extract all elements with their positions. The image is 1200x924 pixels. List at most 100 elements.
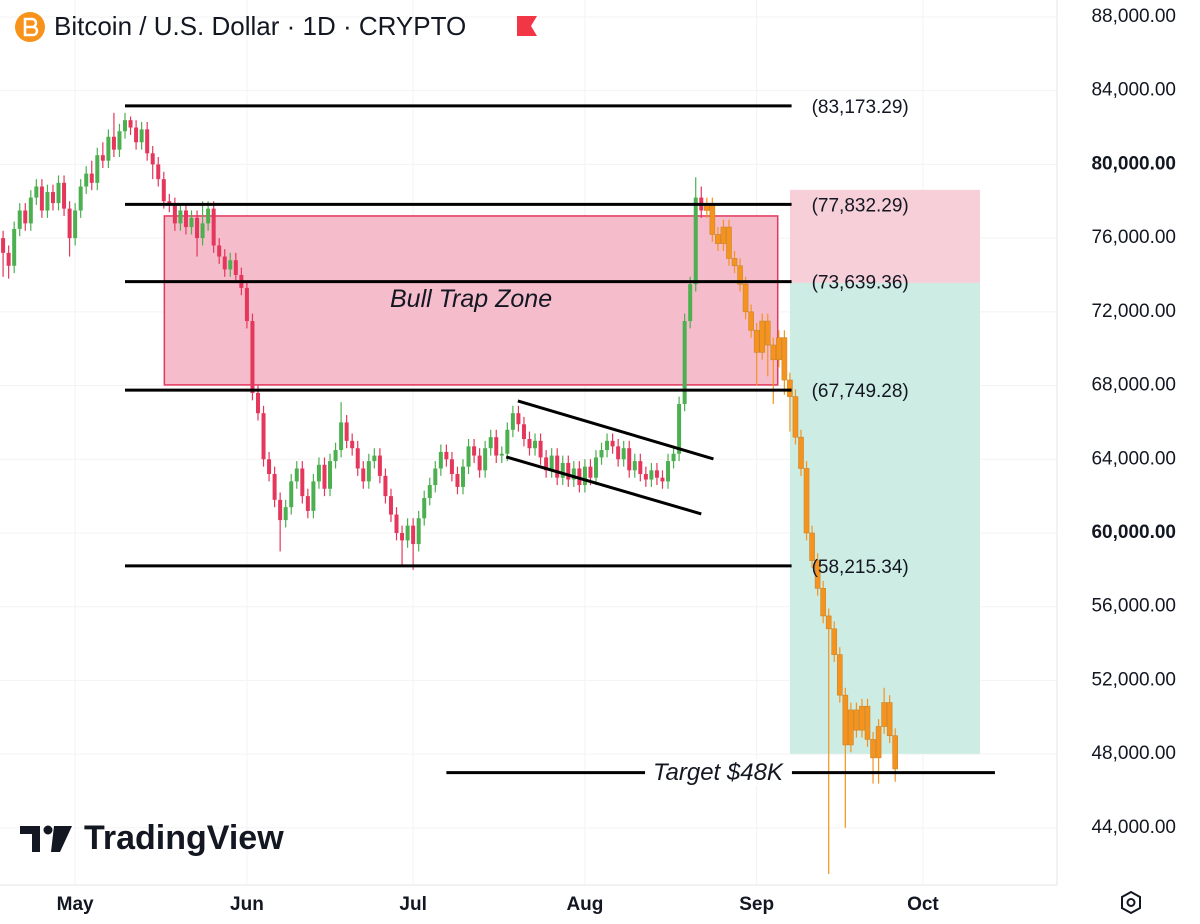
candle-body — [311, 481, 316, 511]
candle-body — [599, 450, 604, 458]
candle-body — [106, 136, 111, 161]
settings-icon[interactable] — [1121, 890, 1141, 915]
candle-body — [571, 468, 576, 480]
candle-body — [875, 726, 882, 759]
candle-body — [50, 192, 55, 204]
candle-body — [377, 455, 382, 476]
candle-body — [1, 238, 6, 253]
candle-body — [17, 210, 22, 229]
candle-body — [472, 446, 477, 456]
candle-body — [111, 136, 116, 150]
candle-body — [688, 284, 693, 322]
candle-body — [549, 455, 554, 471]
candle-body — [139, 129, 144, 143]
candle-body — [183, 210, 188, 228]
candle-body — [433, 468, 438, 486]
candle-body — [300, 468, 305, 497]
candle-body — [610, 440, 615, 447]
candle-body — [709, 204, 716, 235]
candle-body — [67, 208, 72, 239]
y-tick-label: 72,000.00 — [1091, 301, 1176, 322]
label-background — [645, 758, 792, 786]
candle-body — [56, 182, 61, 204]
candle-body — [123, 120, 128, 132]
channel-line — [517, 399, 714, 461]
candle-body — [555, 455, 560, 478]
candle-body — [383, 475, 388, 497]
candle-body — [781, 337, 788, 381]
candle-body — [605, 440, 610, 451]
candle-body — [250, 321, 255, 393]
candle-body — [438, 451, 443, 469]
candle-body — [627, 448, 632, 471]
candle-body — [206, 208, 211, 224]
candle-body — [859, 705, 865, 731]
candle-body — [693, 197, 698, 285]
candle-body — [593, 457, 598, 478]
candle-body — [339, 422, 344, 451]
candle-body — [422, 497, 427, 519]
candle-body — [836, 654, 843, 696]
candle-body — [864, 705, 871, 740]
candle-body — [677, 403, 682, 454]
candle-body — [505, 429, 510, 454]
candle-body — [621, 448, 626, 460]
candle-body — [538, 440, 543, 458]
candle-body — [787, 379, 793, 397]
x-tick-label: Aug — [566, 894, 603, 915]
candle-body — [842, 694, 849, 746]
candle-body — [660, 477, 665, 482]
symbol-icon — [15, 12, 45, 42]
y-tick-label: 68,000.00 — [1091, 375, 1176, 396]
candle-body — [200, 223, 205, 239]
candle-body — [34, 186, 39, 198]
candle-body — [643, 474, 648, 480]
candle-body — [638, 461, 643, 475]
y-tick-label: 48,000.00 — [1091, 743, 1176, 764]
candle-body — [261, 413, 266, 460]
candle-body — [294, 468, 299, 482]
candle-body — [23, 210, 28, 224]
watermark: TradingView — [84, 819, 284, 857]
candle-body — [544, 457, 549, 471]
y-tick-label: 60,000.00 — [1091, 522, 1176, 543]
candle-body — [73, 210, 78, 239]
target-label: Target $48K — [653, 759, 784, 786]
candle-body — [461, 466, 466, 487]
candle-body — [195, 217, 200, 239]
x-tick-label: May — [57, 894, 94, 915]
candle-body — [244, 287, 249, 322]
candle-body — [748, 311, 754, 331]
candle-body — [776, 337, 782, 361]
candle-body — [233, 260, 238, 275]
candle-body — [742, 283, 749, 313]
candle-body — [770, 344, 777, 361]
candle-body — [172, 204, 177, 224]
candle-body — [477, 455, 482, 471]
candle-body — [427, 485, 432, 498]
candle-body — [726, 226, 732, 259]
candle-body — [161, 179, 166, 202]
candle-body — [527, 438, 532, 449]
zone — [789, 282, 980, 754]
candle-body — [649, 470, 654, 480]
candle-body — [372, 455, 377, 462]
candle-body — [499, 453, 504, 456]
y-tick-label: 56,000.00 — [1091, 596, 1176, 617]
y-tick-label: 44,000.00 — [1091, 817, 1176, 838]
candle-body — [731, 258, 738, 267]
candle-body — [798, 436, 804, 469]
candle-body — [305, 496, 310, 511]
candle-body — [361, 468, 366, 482]
candle-body — [483, 448, 488, 471]
y-tick-label: 76,000.00 — [1091, 227, 1176, 248]
flag-icon[interactable] — [517, 16, 537, 36]
candle-body — [344, 422, 349, 441]
candle-body — [45, 192, 50, 211]
candle-body — [521, 424, 526, 439]
candle-body — [228, 260, 233, 270]
candle-body — [616, 446, 621, 460]
candle-body — [510, 413, 515, 430]
candle-body — [333, 450, 338, 462]
candle-body — [255, 392, 260, 414]
